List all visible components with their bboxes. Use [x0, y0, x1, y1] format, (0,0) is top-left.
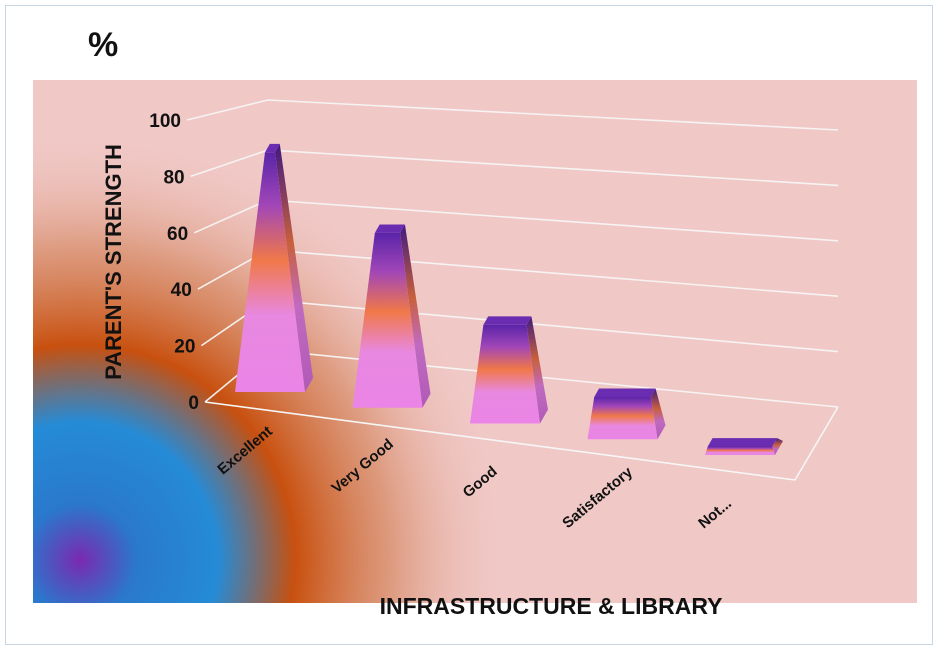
bar-top-face — [374, 224, 405, 233]
y-tick-label: 40 — [171, 280, 192, 301]
bar-good — [470, 316, 548, 424]
floor-right-edge — [794, 406, 839, 481]
y-tick-label: 20 — [174, 337, 195, 358]
bar-top-face — [594, 388, 656, 397]
bar-verygood — [352, 224, 431, 408]
bar-top-face — [483, 316, 532, 325]
bar-excellent — [235, 143, 313, 392]
x-axis-label: INFRASTRUCTURE & LIBRARY — [380, 593, 723, 619]
bar-satisfactory — [587, 388, 666, 440]
bar-front-face — [470, 324, 540, 424]
bar-side-face — [772, 438, 783, 455]
y-axis-ticks: 0 20 40 60 80 100 — [149, 111, 199, 414]
bars — [235, 143, 783, 455]
y-tick-label: 60 — [167, 224, 188, 245]
bar-side-face — [526, 316, 548, 424]
bar-top-face — [265, 143, 280, 153]
bar-front-face — [587, 396, 658, 440]
y-tick-label: 80 — [163, 167, 184, 188]
bar-side-face — [274, 143, 313, 392]
bar-front-face — [352, 232, 423, 408]
bar-front-face — [705, 446, 775, 455]
bar-not — [705, 438, 783, 455]
chart-title: % — [88, 26, 119, 64]
gridline — [186, 99, 839, 131]
y-tick-label: 100 — [149, 111, 181, 132]
floor-front-edge — [204, 401, 796, 481]
plot-glow — [33, 80, 917, 603]
bar-top-face — [707, 438, 778, 447]
bar-side-face — [650, 388, 666, 440]
y-tick-label: 0 — [188, 393, 199, 414]
y-axis-label: PARENT'S STRENGTH — [101, 144, 126, 380]
bar-front-face — [235, 152, 305, 392]
bar-side-face — [400, 224, 431, 408]
